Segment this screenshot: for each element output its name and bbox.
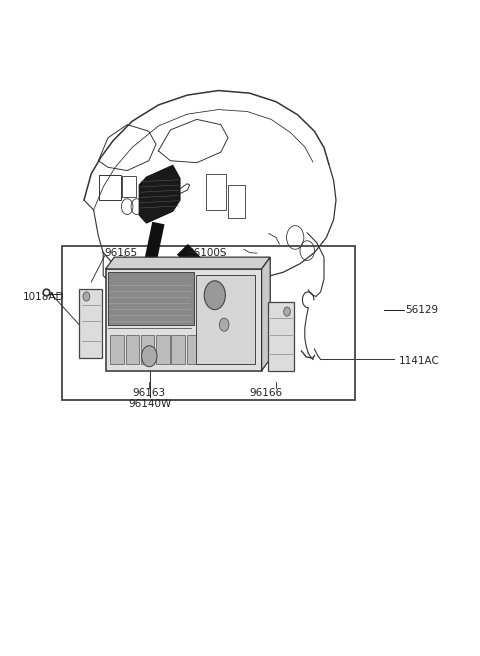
FancyBboxPatch shape [106,269,262,371]
Text: 96100S: 96100S [187,247,227,258]
Text: 96140W: 96140W [128,399,171,409]
Text: 96166: 96166 [250,388,283,398]
Text: 1018AD: 1018AD [23,292,64,302]
Bar [268,302,294,371]
Polygon shape [139,165,180,223]
Text: 1141AC: 1141AC [398,356,439,366]
Bar [141,335,155,364]
Circle shape [284,307,290,316]
Text: 56129: 56129 [406,304,439,315]
Bar [196,275,255,364]
Bar [79,289,102,358]
Bar [171,335,185,364]
Polygon shape [262,257,270,371]
Bar [156,335,169,364]
Bar [126,335,139,364]
Bar [108,272,194,325]
Circle shape [219,318,229,331]
Bar [110,335,124,364]
Polygon shape [106,257,270,269]
Bar [62,246,355,400]
Text: 96163: 96163 [132,388,166,398]
Text: 96165: 96165 [105,247,138,258]
Bar [187,335,200,364]
Circle shape [204,281,226,310]
Circle shape [83,292,90,301]
Circle shape [142,346,157,367]
